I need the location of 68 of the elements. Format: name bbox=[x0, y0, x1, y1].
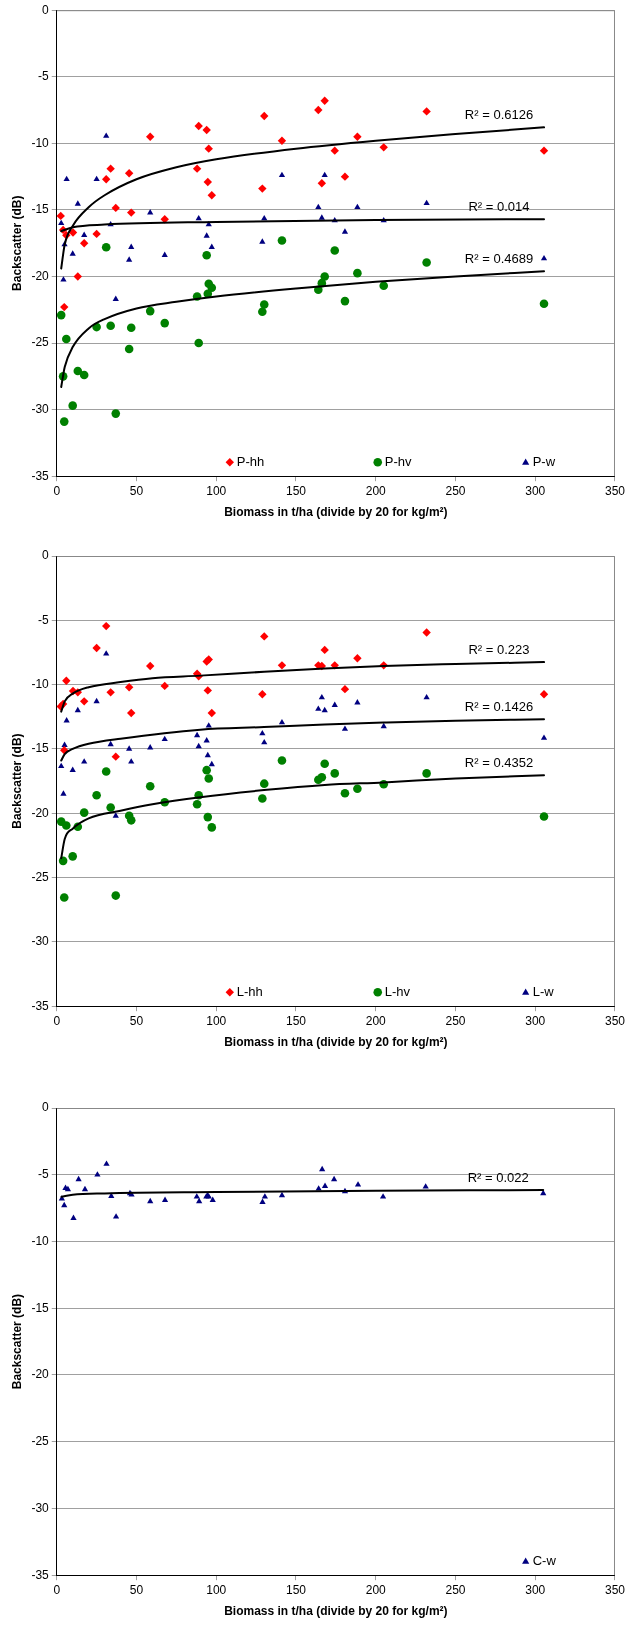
x-tick-label: 50 bbox=[129, 483, 144, 498]
x-tick-label: 250 bbox=[445, 483, 466, 498]
x-axis-title: Biomass in t/ha (divide by 20 for kg/m²) bbox=[224, 1035, 448, 1050]
y-tick-label: -35 bbox=[31, 998, 50, 1013]
y-tick-label: -30 bbox=[31, 401, 50, 416]
annotation: R² = 0.014 bbox=[468, 198, 530, 214]
y-tick-label: -10 bbox=[31, 1233, 50, 1248]
x-tick-label: 250 bbox=[445, 1582, 466, 1597]
annotation: R² = 0.4352 bbox=[464, 754, 534, 770]
y-tick-label: -5 bbox=[38, 1167, 50, 1182]
y-tick-label: -25 bbox=[31, 335, 50, 350]
legend-label: L-hh bbox=[236, 983, 263, 999]
y-tick-label: -15 bbox=[31, 1300, 50, 1315]
x-axis-title: Biomass in t/ha (divide by 20 for kg/m²) bbox=[224, 1604, 448, 1619]
x-tick-label: 100 bbox=[206, 1582, 227, 1597]
x-tick-label: 150 bbox=[285, 1582, 307, 1597]
legend-label: L-hv bbox=[384, 983, 411, 999]
x-tick-label: 300 bbox=[525, 1013, 546, 1028]
x-tick-label: 50 bbox=[129, 1582, 144, 1597]
annotation: R² = 0.1426 bbox=[464, 698, 534, 714]
annotation: R² = 0.6126 bbox=[464, 106, 534, 122]
y-tick-label: -20 bbox=[31, 805, 50, 820]
y-tick-label: -35 bbox=[31, 1567, 50, 1582]
annotation: R² = 0.022 bbox=[467, 1169, 529, 1185]
x-tick-label: 0 bbox=[53, 483, 61, 498]
x-tick-label: 200 bbox=[365, 483, 387, 498]
legend-label: P-hh bbox=[236, 453, 265, 469]
y-tick-label: 0 bbox=[42, 548, 50, 563]
y-tick-label: -5 bbox=[38, 69, 50, 84]
y-tick-label: -10 bbox=[31, 135, 50, 150]
x-tick-label: 300 bbox=[525, 483, 546, 498]
y-tick-label: 0 bbox=[42, 2, 50, 17]
x-tick-label: 100 bbox=[206, 1013, 227, 1028]
y-axis-title: Backscatter (dB) bbox=[9, 195, 24, 291]
y-tick-label: -15 bbox=[31, 741, 50, 756]
y-tick-label: -20 bbox=[31, 268, 50, 283]
y-axis-title: Backscatter (dB) bbox=[9, 1293, 24, 1390]
annotation: R² = 0.4689 bbox=[464, 250, 534, 266]
y-tick-label: -30 bbox=[31, 934, 50, 949]
y-tick-label: -5 bbox=[38, 612, 50, 627]
y-tick-label: -20 bbox=[31, 1367, 50, 1382]
y-tick-label: -35 bbox=[31, 468, 50, 483]
x-tick-label: 150 bbox=[285, 483, 307, 498]
y-tick-label: -30 bbox=[31, 1500, 50, 1515]
x-tick-label: 150 bbox=[285, 1013, 307, 1028]
y-tick-label: -15 bbox=[31, 202, 50, 217]
x-axis-title: Biomass in t/ha (divide by 20 for kg/m²) bbox=[224, 505, 448, 520]
x-tick-label: 350 bbox=[604, 483, 626, 498]
x-tick-label: 0 bbox=[53, 1013, 61, 1028]
x-tick-label: 350 bbox=[604, 1582, 626, 1597]
y-tick-label: -25 bbox=[31, 1434, 50, 1449]
y-axis-title: Backscatter (dB) bbox=[9, 733, 24, 829]
x-tick-label: 200 bbox=[365, 1582, 387, 1597]
x-tick-label: 200 bbox=[365, 1013, 387, 1028]
y-tick-label: -10 bbox=[31, 676, 50, 691]
legend-label: C-w bbox=[532, 1552, 557, 1568]
legend-label: L-w bbox=[532, 983, 555, 999]
legend-label: P-w bbox=[532, 453, 556, 469]
x-tick-label: 250 bbox=[445, 1013, 466, 1028]
legend-label: P-hv bbox=[384, 453, 412, 469]
y-tick-label: -25 bbox=[31, 869, 50, 884]
x-tick-label: 350 bbox=[604, 1013, 626, 1028]
x-tick-label: 300 bbox=[525, 1582, 546, 1597]
annotation: R² = 0.223 bbox=[468, 641, 530, 657]
y-tick-label: 0 bbox=[42, 1100, 50, 1115]
x-tick-label: 0 bbox=[53, 1582, 61, 1597]
x-tick-label: 100 bbox=[206, 483, 227, 498]
x-tick-label: 50 bbox=[129, 1013, 144, 1028]
